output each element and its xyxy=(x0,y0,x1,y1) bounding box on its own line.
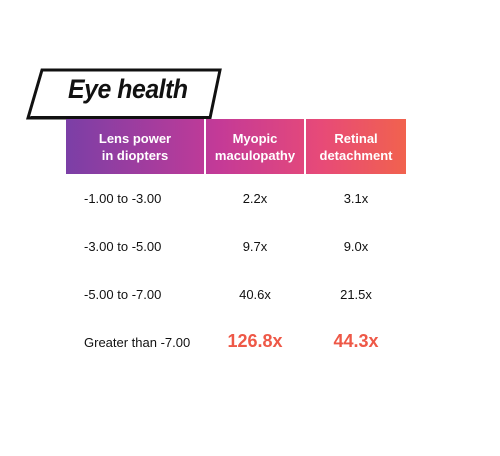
chart-title: Eye health xyxy=(68,74,188,104)
row-label: -1.00 to -3.00 xyxy=(84,191,162,206)
row-value-maculopathy: 2.2x xyxy=(242,191,268,206)
row-value-detachment: 3.1x xyxy=(343,191,369,206)
row-value-maculopathy-highlight: 126.8x xyxy=(227,331,283,351)
title-banner-shape xyxy=(26,68,222,120)
header-myopic-maculopathy: Myopic maculopathy xyxy=(214,130,296,163)
row-label: Greater than -7.00 xyxy=(84,335,191,350)
header-lens-power: Lens power in diopters xyxy=(98,130,172,163)
row-label: -3.00 to -5.00 xyxy=(84,239,162,254)
header-retinal-detachment: Retinal detachment xyxy=(319,130,393,163)
title-banner: Eye health xyxy=(26,68,222,120)
table-header: Lens power in diopters Myopic maculopath… xyxy=(66,119,406,174)
row-label: -5.00 to -7.00 xyxy=(84,287,162,302)
header-divider xyxy=(204,119,206,174)
header-divider xyxy=(304,119,306,174)
row-value-detachment: 21.5x xyxy=(340,287,372,302)
row-value-detachment-highlight: 44.3x xyxy=(333,331,379,351)
row-value-maculopathy: 40.6x xyxy=(239,287,271,302)
row-value-maculopathy: 9.7x xyxy=(242,239,268,254)
row-value-detachment: 9.0x xyxy=(343,239,369,254)
